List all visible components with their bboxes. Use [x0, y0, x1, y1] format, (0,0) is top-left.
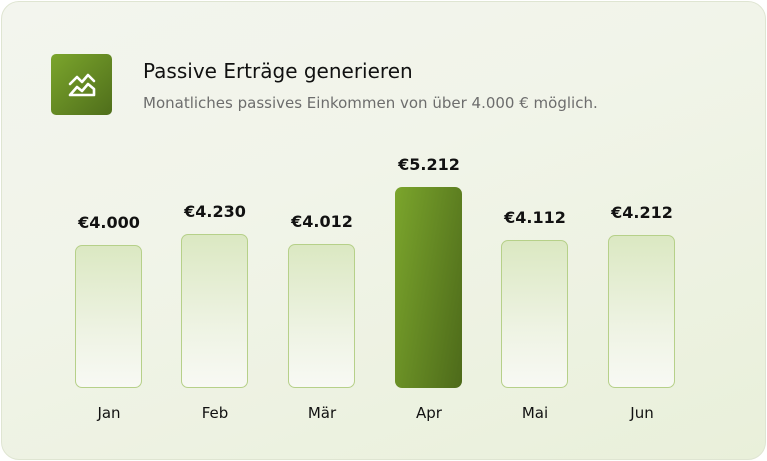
value-label: €4.012 [291, 212, 353, 232]
bar-jan [75, 244, 142, 388]
x-tick-label: Mai [521, 404, 549, 422]
value-label: €5.212 [398, 155, 460, 175]
bar-apr [395, 187, 462, 388]
bar-jun [608, 234, 675, 388]
area-chart-icon [51, 54, 112, 115]
x-tick-label: Mär [307, 404, 337, 422]
value-label: €4.230 [184, 201, 246, 221]
value-label: €4.000 [78, 212, 140, 232]
value-label: €4.212 [611, 202, 673, 222]
x-tick-label: Apr [416, 404, 442, 422]
card-subtitle: Monatliches passives Einkommen von über … [143, 94, 598, 112]
x-tick-label: Jun [630, 404, 654, 422]
card-title: Passive Erträge generieren [143, 59, 413, 83]
bar-mär [288, 244, 355, 388]
value-label: €4.112 [504, 207, 566, 227]
bar-feb [181, 233, 248, 388]
x-tick-label: Feb [201, 404, 229, 422]
x-tick-label: Jan [97, 404, 121, 422]
bar-mai [501, 239, 568, 388]
